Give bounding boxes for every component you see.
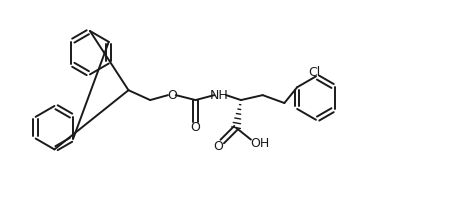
Text: OH: OH — [250, 137, 269, 150]
Text: NH: NH — [210, 89, 228, 102]
Text: O: O — [167, 89, 177, 102]
Text: Cl: Cl — [308, 66, 320, 79]
Text: O: O — [213, 140, 223, 153]
Text: O: O — [190, 121, 201, 134]
